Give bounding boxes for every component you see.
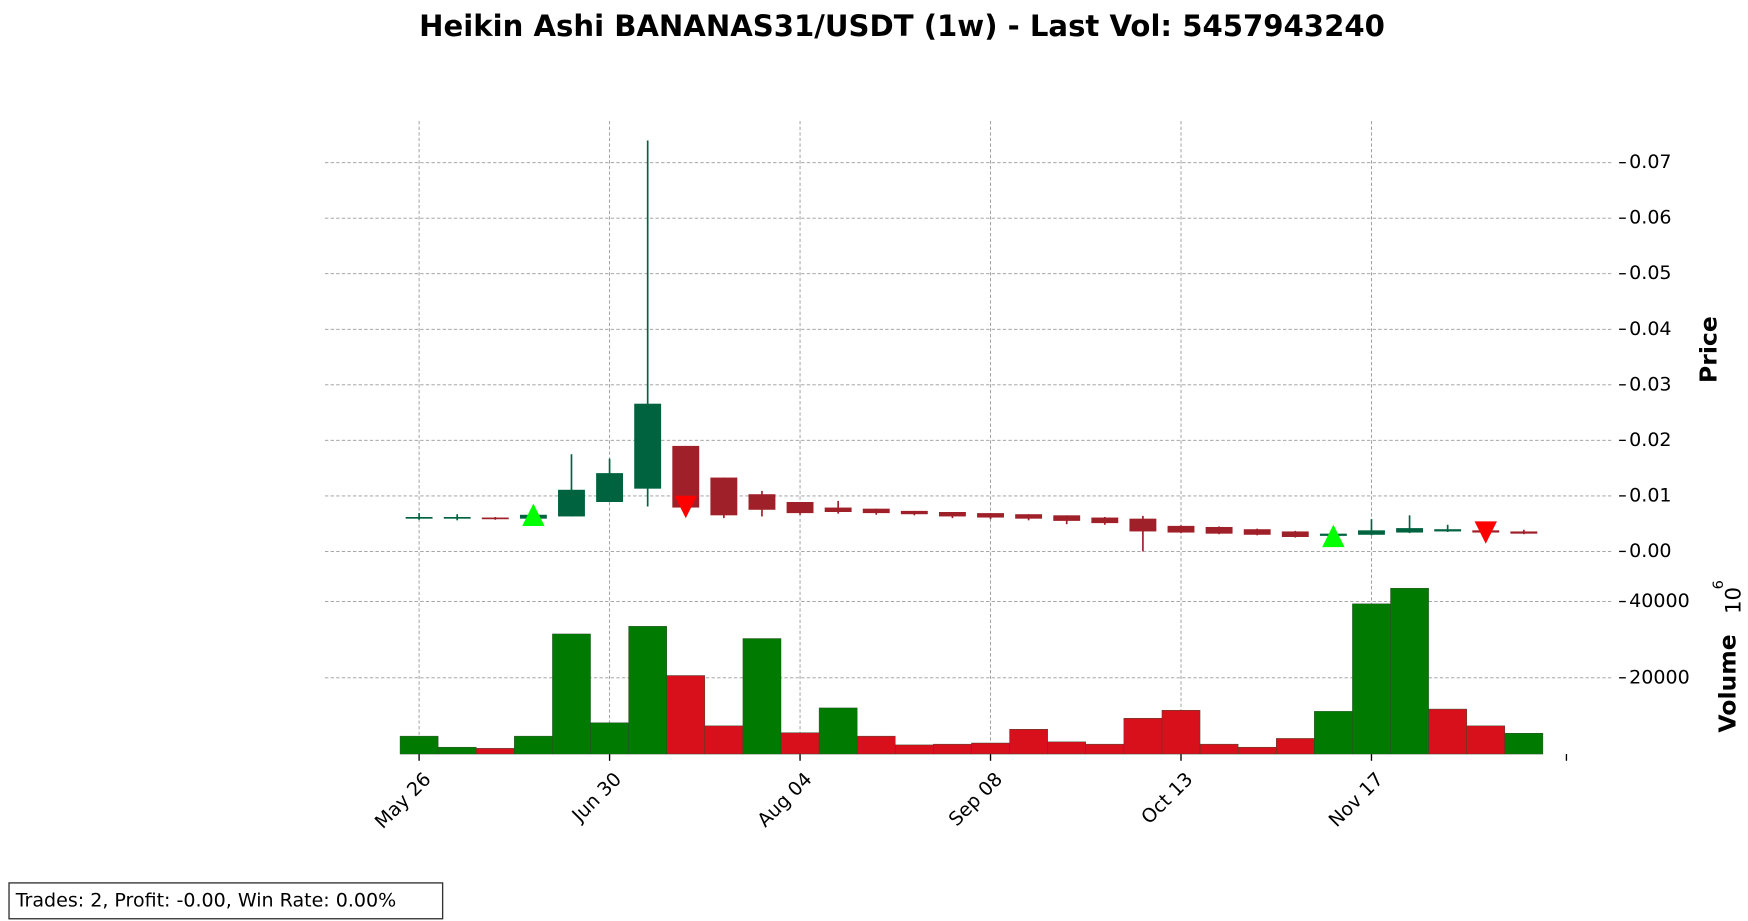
candle-body — [1205, 526, 1233, 534]
volume-bar — [552, 633, 591, 755]
candle-body — [900, 510, 928, 515]
signal-marker — [522, 503, 545, 526]
candle-body — [634, 403, 662, 489]
candle-body — [558, 489, 585, 517]
volume-bar — [1428, 708, 1467, 755]
volume-bar — [1199, 743, 1239, 755]
candle-body — [1281, 531, 1309, 537]
y-tick-label: 0.01 — [1629, 484, 1671, 506]
volume-bar — [742, 638, 782, 755]
candle-body — [824, 507, 852, 512]
volume-bar — [1009, 729, 1048, 755]
candle-body — [481, 517, 509, 520]
candle-body — [710, 477, 738, 516]
volume-bar — [1161, 709, 1201, 755]
volume-bar — [1276, 738, 1315, 755]
candle-body — [748, 494, 776, 510]
x-tick-label: Sep 08 — [945, 768, 1007, 830]
volume-bar — [590, 722, 629, 755]
candle-body — [1167, 525, 1195, 533]
x-tick-label: Jun 30 — [567, 768, 626, 827]
volume-bar — [895, 744, 934, 755]
signal-marker — [674, 495, 697, 519]
y-axis-label: Price — [1694, 316, 1722, 383]
candle-body — [1053, 515, 1081, 521]
candle-body — [1434, 529, 1462, 532]
candle-body — [1129, 518, 1157, 532]
volume-bar — [1047, 741, 1086, 755]
volume-bar — [1390, 587, 1429, 755]
volume-bar — [514, 735, 553, 755]
candle-body — [405, 516, 433, 519]
y2-axis-label: Volume — [1713, 634, 1741, 732]
candle-body — [862, 508, 890, 514]
candle-body — [1358, 530, 1385, 535]
volume-bar — [818, 707, 858, 755]
candle-body — [1396, 528, 1424, 533]
candle-body — [1510, 531, 1538, 534]
candle-body — [938, 511, 966, 517]
volume-bar — [856, 735, 896, 755]
x-tick-label: Aug 04 — [753, 768, 816, 831]
signal-marker — [1474, 521, 1497, 544]
volume-bar — [1352, 603, 1391, 755]
candle-body — [786, 502, 814, 514]
y-tick-label: 0.00 — [1629, 540, 1671, 562]
chart-title: Heikin Ashi BANANAS31/USDT (1w) - Last V… — [419, 9, 1385, 43]
volume-bar — [933, 743, 972, 755]
volume-bar — [704, 725, 744, 755]
y-tick-label: 0.03 — [1629, 373, 1671, 395]
volume-bar — [666, 675, 706, 755]
volume-bar — [1466, 725, 1506, 755]
volume-bar — [1123, 717, 1163, 755]
volume-bar — [1237, 746, 1277, 755]
footer-box — [8, 882, 444, 920]
x-tick-label: Oct 13 — [1137, 768, 1197, 828]
volume-bar — [1085, 743, 1125, 755]
y-tick-label: 0.06 — [1629, 207, 1671, 229]
volume-bar — [476, 748, 515, 755]
x-tick-label: Nov 17 — [1325, 768, 1388, 831]
footer-text: Trades: 2, Profit: -0.00, Win Rate: 0.00… — [15, 889, 396, 911]
y-tick-label: 0.07 — [1629, 151, 1671, 173]
volume-bar — [780, 732, 820, 755]
x-tick-label: May 26 — [371, 768, 436, 833]
candle-body — [977, 513, 1004, 518]
volume-bar — [971, 742, 1010, 755]
candle-body — [443, 516, 471, 519]
candle-body — [596, 473, 624, 503]
candle-body — [1243, 529, 1271, 535]
y-tick-label: 0.02 — [1629, 429, 1671, 451]
y2-tick-label: 40000 — [1629, 590, 1690, 612]
y2-tick-label: 20000 — [1629, 666, 1690, 688]
volume-bar — [399, 735, 439, 755]
y2-scale-base: 10 — [1721, 587, 1746, 614]
y-tick-label: 0.04 — [1629, 318, 1671, 340]
candle-body — [1091, 517, 1119, 524]
volume-bar — [1314, 711, 1353, 755]
volume-bar — [437, 746, 477, 755]
y2-scale-exponent: 6 — [1710, 580, 1727, 589]
y-tick-label: 0.05 — [1629, 262, 1671, 284]
volume-bar — [628, 626, 667, 755]
volume-bar — [1504, 733, 1544, 755]
signal-marker — [1322, 524, 1345, 548]
candle-body — [1015, 514, 1043, 519]
